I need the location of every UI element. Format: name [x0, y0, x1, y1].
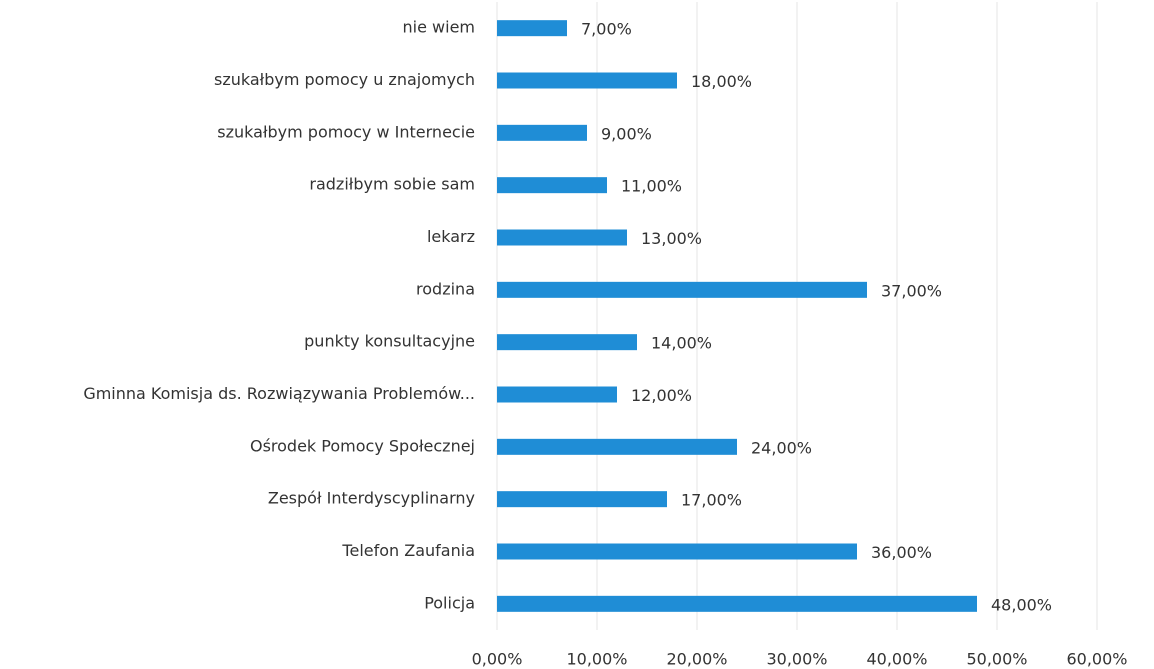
y-tick-label: punkty konsultacyjne — [304, 332, 475, 351]
bar — [497, 20, 567, 37]
value-label: 11,00% — [621, 177, 682, 196]
y-tick-label: Policja — [424, 593, 475, 612]
value-label: 37,00% — [881, 281, 942, 300]
value-label: 13,00% — [641, 229, 702, 248]
x-tick-label: 10,00% — [566, 650, 627, 669]
y-tick-label: nie wiem — [403, 18, 475, 37]
value-label: 7,00% — [581, 20, 632, 39]
value-label: 36,00% — [871, 543, 932, 562]
y-tick-label: Gminna Komisja ds. Rozwiązywania Problem… — [83, 384, 475, 403]
bar — [497, 177, 607, 194]
y-tick-label: rodzina — [416, 279, 475, 298]
x-tick-label: 30,00% — [766, 650, 827, 669]
bar — [497, 595, 977, 612]
value-label: 48,00% — [991, 595, 1052, 614]
value-label: 9,00% — [601, 124, 652, 143]
y-tick-label: Zespół Interdyscyplinarny — [268, 489, 475, 508]
y-tick-label: szukałbym pomocy u znajomych — [214, 70, 475, 89]
value-label: 12,00% — [631, 386, 692, 405]
y-tick-label: lekarz — [427, 227, 475, 246]
value-label: 17,00% — [681, 491, 742, 510]
y-tick-label: szukałbym pomocy w Internecie — [217, 122, 475, 141]
value-label: 14,00% — [651, 334, 712, 353]
bar — [497, 438, 737, 455]
value-label: 24,00% — [751, 438, 812, 457]
bar — [497, 491, 667, 508]
bar — [497, 386, 617, 403]
x-tick-label: 0,00% — [472, 650, 523, 669]
bar — [497, 334, 637, 351]
bar — [497, 229, 627, 246]
x-tick-label: 20,00% — [666, 650, 727, 669]
y-tick-label: radziłbym sobie sam — [309, 175, 475, 194]
x-tick-label: 60,00% — [1066, 650, 1127, 669]
bar — [497, 543, 857, 560]
bar — [497, 72, 677, 89]
y-tick-label: Ośrodek Pomocy Społecznej — [250, 436, 475, 455]
y-tick-label: Telefon Zaufania — [341, 541, 475, 560]
x-tick-label: 40,00% — [866, 650, 927, 669]
bar — [497, 124, 587, 141]
bar — [497, 281, 867, 298]
value-label: 18,00% — [691, 72, 752, 91]
x-tick-label: 50,00% — [966, 650, 1027, 669]
